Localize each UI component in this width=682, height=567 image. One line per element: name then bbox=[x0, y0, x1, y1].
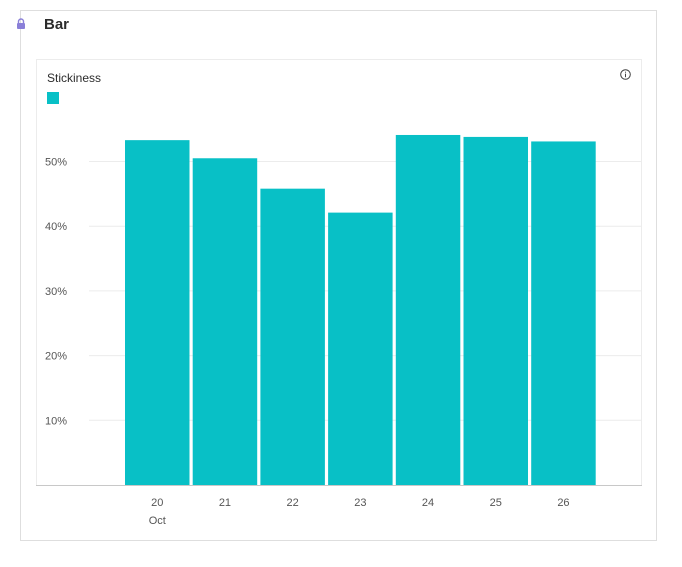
x-tick-label: 20 bbox=[151, 497, 163, 509]
bar[interactable] bbox=[531, 141, 596, 485]
y-tick-label: 20% bbox=[45, 351, 67, 363]
x-tick-label: 21 bbox=[219, 497, 231, 509]
y-tick-label: 50% bbox=[45, 157, 67, 169]
legend-swatch[interactable] bbox=[47, 92, 59, 104]
x-tick-label: 22 bbox=[287, 497, 299, 509]
card-title: Bar bbox=[44, 15, 70, 33]
x-tick-label: 24 bbox=[422, 497, 434, 509]
info-icon[interactable] bbox=[620, 69, 631, 80]
bar[interactable] bbox=[463, 136, 529, 485]
card-header: Bar bbox=[16, 14, 69, 34]
bar[interactable] bbox=[395, 134, 461, 485]
chart-title: Stickiness bbox=[47, 71, 102, 85]
x-tick-label: 25 bbox=[490, 497, 502, 509]
lock-icon bbox=[17, 18, 25, 29]
y-tick-label: 40% bbox=[45, 221, 67, 233]
x-tick-label: 26 bbox=[557, 497, 569, 509]
x-month-label: Oct bbox=[149, 515, 166, 527]
y-tick-label: 10% bbox=[45, 415, 67, 427]
bar[interactable] bbox=[125, 140, 190, 486]
bar[interactable] bbox=[260, 188, 325, 485]
chart-panel bbox=[36, 59, 642, 486]
x-tick-label: 23 bbox=[354, 497, 366, 509]
y-tick-label: 30% bbox=[45, 286, 67, 298]
bar[interactable] bbox=[328, 212, 393, 485]
bar[interactable] bbox=[192, 158, 258, 485]
